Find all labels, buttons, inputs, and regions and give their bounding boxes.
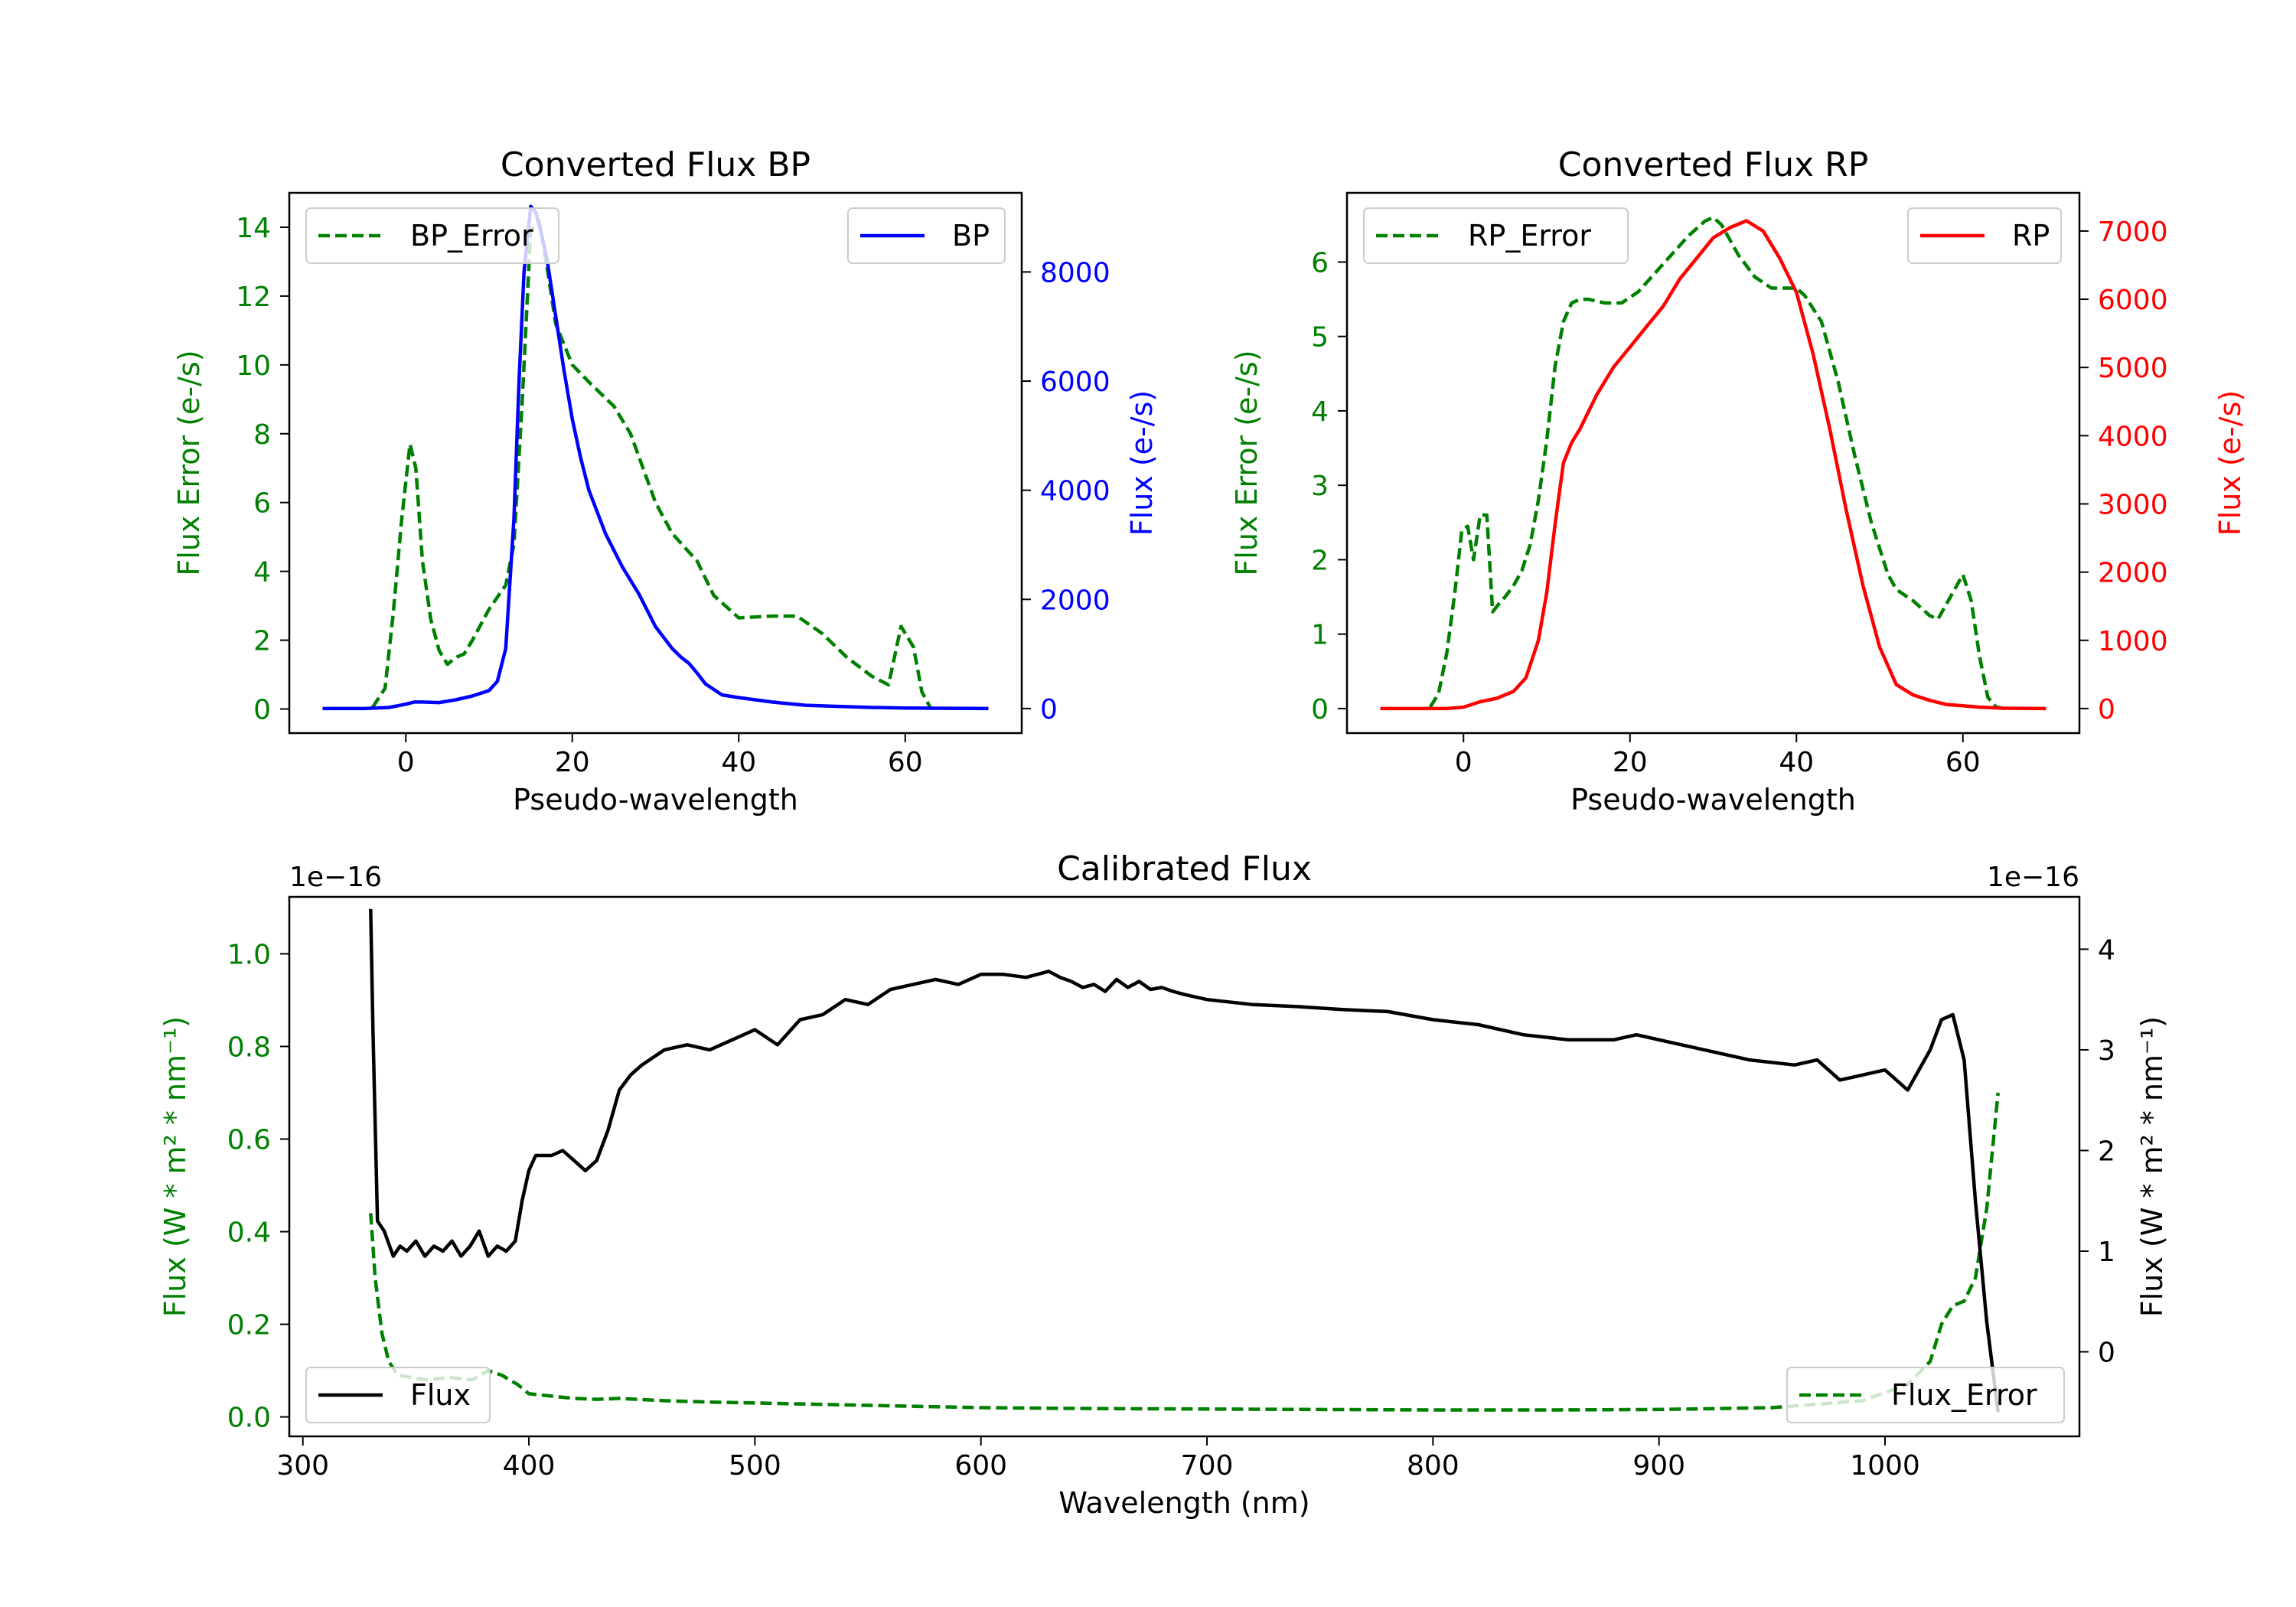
x-tick-label: 1000 <box>1850 1450 1920 1482</box>
right-axis-label: Flux (e-/s) <box>2213 390 2247 536</box>
legend-box <box>1363 207 1629 264</box>
left-tick-label: 14 <box>236 213 271 244</box>
x-tick-label: 500 <box>729 1450 781 1482</box>
left-tick-label: 6 <box>1311 247 1329 279</box>
x-tick-label: 400 <box>503 1450 556 1482</box>
left-tick-label: 12 <box>236 282 271 313</box>
right-tick-label: 8000 <box>1040 257 1110 288</box>
x-axis-label: Pseudo-wavelength <box>1570 783 1856 817</box>
legend-flux-error: Flux_Error <box>1786 1367 2065 1423</box>
series-line-rp <box>1380 219 2047 711</box>
x-tick-label: 40 <box>721 747 756 778</box>
legend-box <box>1786 1367 2065 1423</box>
legend-rp: RP <box>1907 207 2062 264</box>
left-tick-label: 0 <box>253 695 271 726</box>
x-tick-label: 0 <box>1455 747 1473 778</box>
plot-frame <box>1345 191 2081 735</box>
legend-label: RP_Error <box>1468 219 1591 253</box>
series-line-flux <box>369 908 2000 1413</box>
chart-title: Converted Flux BP <box>501 145 810 184</box>
right-tick-label: 7000 <box>2098 217 2168 248</box>
left-tick-label: 2 <box>1311 545 1329 576</box>
left-tick-label: 1.0 <box>227 939 271 970</box>
legend-label: BP <box>952 219 990 253</box>
x-tick-label: 40 <box>1779 747 1814 778</box>
left-axis-offset: 1e−16 <box>289 862 382 893</box>
right-tick-label: 2 <box>2098 1136 2115 1167</box>
left-axis-label: Flux Error (e-/s) <box>1230 350 1264 575</box>
left-tick-label: 3 <box>1311 471 1329 502</box>
right-tick-label: 0 <box>1040 694 1058 725</box>
legend-label: RP <box>2012 219 2050 253</box>
right-tick-label: 1 <box>2098 1237 2115 1268</box>
x-tick-label: 800 <box>1407 1450 1459 1482</box>
left-tick-label: 10 <box>236 350 271 382</box>
right-tick-label: 6000 <box>1040 367 1110 398</box>
left-tick-label: 6 <box>253 488 271 520</box>
legend-label: Flux_Error <box>1891 1378 2037 1412</box>
legend-box <box>847 207 1006 264</box>
x-tick-label: 300 <box>276 1450 329 1482</box>
plot-frame <box>288 895 2081 1438</box>
x-tick-label: 600 <box>954 1450 1007 1482</box>
right-axis-label: Flux (e-/s) <box>1125 390 1159 536</box>
left-tick-label: 0.8 <box>227 1032 271 1063</box>
right-tick-label: 6000 <box>2098 285 2168 316</box>
legend-box <box>305 207 559 264</box>
legend-flux: Flux <box>305 1367 491 1423</box>
legend-bp-error: BP_Error <box>305 207 559 264</box>
right-tick-label: 4000 <box>1040 476 1110 507</box>
left-tick-label: 0 <box>1311 694 1329 725</box>
chart-title: Calibrated Flux <box>1057 849 1312 888</box>
x-tick-label: 900 <box>1632 1450 1685 1482</box>
legend-rp-error: RP_Error <box>1363 207 1629 264</box>
left-tick-label: 4 <box>1311 396 1329 428</box>
right-tick-label: 1000 <box>2098 626 2168 657</box>
x-tick-label: 60 <box>888 747 923 778</box>
plot-frame <box>288 191 1023 735</box>
right-tick-label: 3000 <box>2098 489 2168 520</box>
panel-converted-flux-rp: Converted Flux RP0 20 40 60Pseudo-wavelengt… <box>1230 145 2247 817</box>
left-tick-label: 0.6 <box>227 1124 271 1156</box>
left-axis-label: Flux (W * m² * nm⁻¹) <box>158 1016 192 1317</box>
x-tick-label: 0 <box>397 747 415 778</box>
legend-label: BP_Error <box>410 219 533 253</box>
right-tick-label: 0 <box>2098 694 2115 725</box>
x-tick-label: 700 <box>1181 1450 1234 1482</box>
right-axis-offset: 1e−16 <box>1987 862 2079 893</box>
series-line-flux-error <box>369 1092 2000 1412</box>
legend-label: Flux <box>410 1378 471 1412</box>
legend-box <box>305 1367 491 1423</box>
chart-title: Converted Flux RP <box>1558 145 1869 184</box>
series-line-bp-error <box>370 218 932 709</box>
left-tick-label: 0.0 <box>227 1403 271 1434</box>
panel-calibrated-flux: Calibrated Flux 300 400 500 600 700 800 900 1000… <box>158 849 2169 1520</box>
series-line-bp <box>322 204 989 711</box>
panel-converted-flux-bp: Converted Flux BP0 20 40 60Pseudo-wavelengt… <box>172 145 1159 817</box>
left-tick-label: 1 <box>1311 620 1329 651</box>
legend-bp: BP <box>847 207 1006 264</box>
left-tick-label: 0.4 <box>227 1217 271 1249</box>
left-tick-label: 0.2 <box>227 1310 271 1341</box>
left-tick-label: 4 <box>253 557 271 588</box>
right-tick-label: 5000 <box>2098 353 2168 384</box>
left-tick-label: 2 <box>253 626 271 657</box>
right-tick-label: 3 <box>2098 1035 2115 1067</box>
left-tick-label: 8 <box>253 419 271 451</box>
right-axis-label: Flux (W * m² * nm⁻¹) <box>2135 1016 2169 1317</box>
right-tick-label: 4000 <box>2098 421 2168 452</box>
right-tick-label: 0 <box>2098 1338 2115 1369</box>
x-tick-label: 60 <box>1945 747 1981 778</box>
x-tick-label: 20 <box>1613 747 1648 778</box>
x-tick-label: 20 <box>555 747 590 778</box>
left-axis-label: Flux Error (e-/s) <box>172 350 206 575</box>
x-axis-label: Pseudo-wavelength <box>513 783 798 817</box>
series-line-rp-error <box>1428 215 2005 711</box>
x-axis-label: Wavelength (nm) <box>1058 1486 1309 1520</box>
right-tick-label: 2000 <box>1040 585 1110 616</box>
left-tick-label: 5 <box>1311 322 1329 354</box>
right-tick-label: 4 <box>2098 934 2115 966</box>
right-tick-label: 2000 <box>2098 558 2168 589</box>
